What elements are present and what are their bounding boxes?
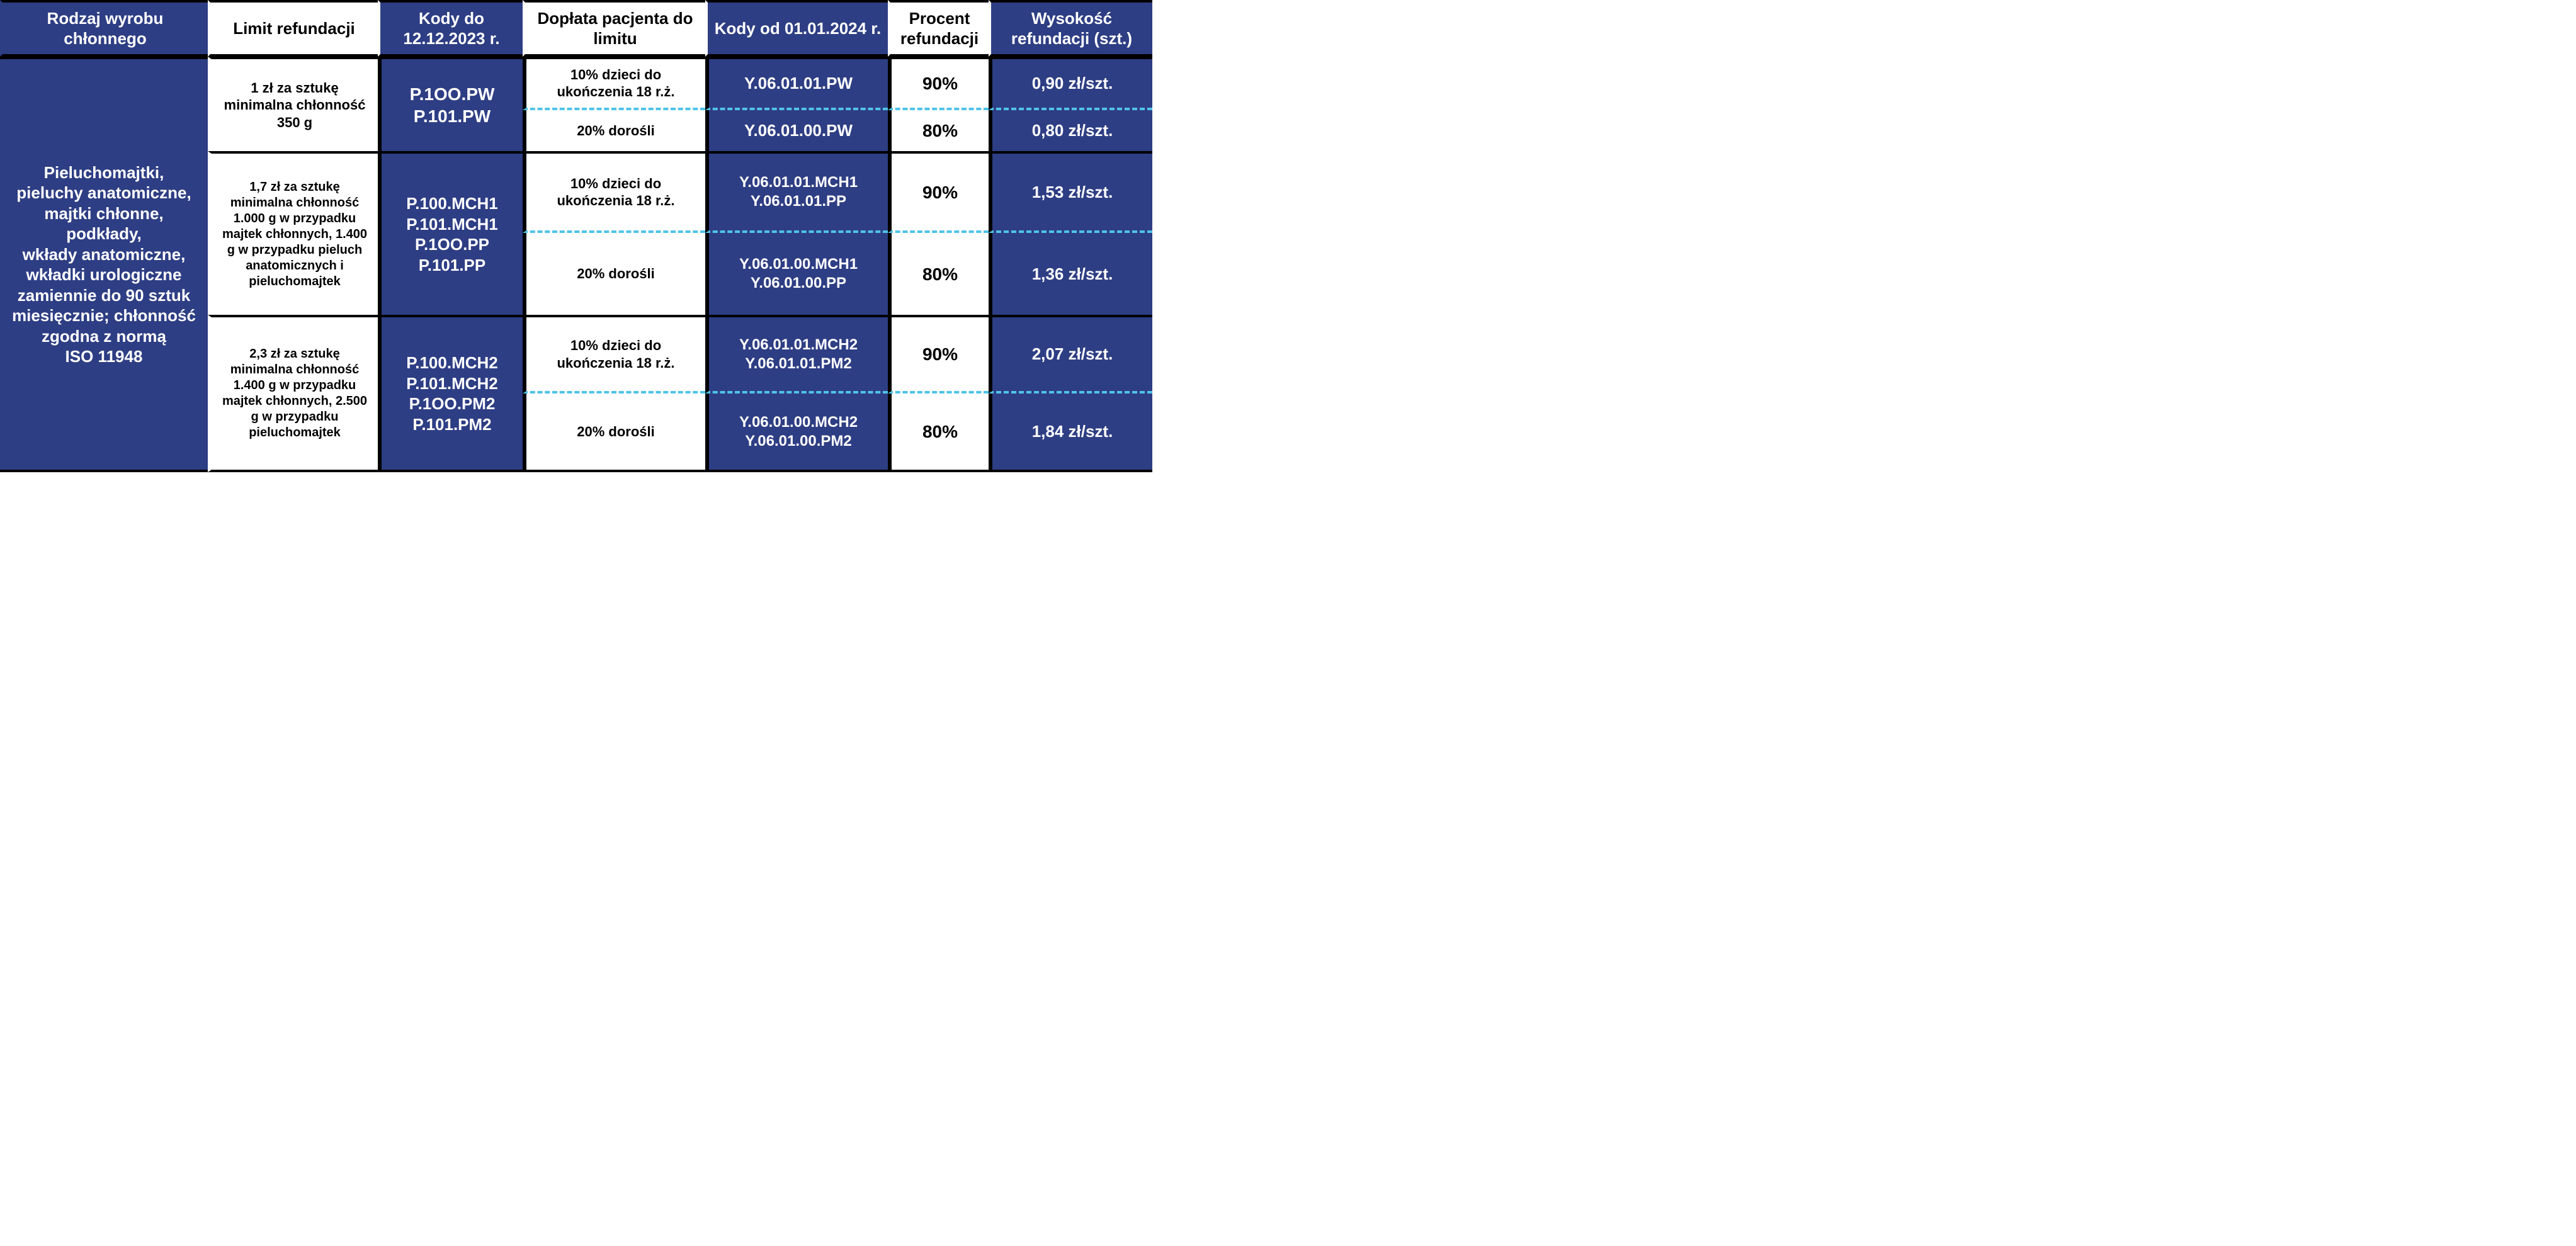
amount-1-1: 1,36 zł/szt. — [989, 233, 1152, 315]
codes-new-0-0: Y.06.01.01.PW — [705, 57, 888, 110]
amount-2-0: 2,07 zł/szt. — [989, 315, 1152, 394]
percent-0-0: 90% — [888, 57, 989, 110]
codes-new-1-1: Y.06.01.00.MCH1 Y.06.01.00.PP — [705, 233, 888, 315]
amount-0-0: 0,90 zł/szt. — [989, 57, 1152, 110]
percent-1-0: 90% — [888, 151, 989, 233]
limit-0: 1 zł za sztukę minimalna chłonność 350 g — [208, 57, 378, 151]
codes-old-0: P.1OO.PW P.101.PW — [378, 57, 523, 151]
codes-old-1: P.100.MCH1 P.101.MCH1 P.1OO.PP P.101.PP — [378, 151, 523, 315]
codes-new-2-1: Y.06.01.00.MCH2 Y.06.01.00.PM2 — [705, 394, 888, 472]
copay-1-0: 10% dzieci do ukończenia 18 r.ż. — [523, 151, 705, 233]
percent-0-1: 80% — [888, 110, 989, 152]
reimbursement-table: Rodzaj wyrobu chłonnego Limit refundacji… — [0, 0, 1152, 472]
header-codes-new: Kody od 01.01.2024 r. — [705, 0, 888, 57]
header-amount: Wysokość refundacji (szt.) — [989, 0, 1152, 57]
copay-2-1: 20% dorośli — [523, 394, 705, 472]
header-codes-old: Kody do 12.12.2023 r. — [378, 0, 523, 57]
amount-0-1: 0,80 zł/szt. — [989, 110, 1152, 152]
header-limit: Limit refundacji — [208, 0, 378, 57]
percent-2-0: 90% — [888, 315, 989, 394]
copay-0-1: 20% dorośli — [523, 110, 705, 152]
codes-new-1-0: Y.06.01.01.MCH1 Y.06.01.01.PP — [705, 151, 888, 233]
amount-1-0: 1,53 zł/szt. — [989, 151, 1152, 233]
codes-new-0-1: Y.06.01.00.PW — [705, 110, 888, 152]
copay-1-1: 20% dorośli — [523, 233, 705, 315]
limit-1: 1,7 zł za sztukę minimalna chłonność 1.0… — [208, 151, 378, 315]
copay-2-0: 10% dzieci do ukończenia 18 r.ż. — [523, 315, 705, 394]
header-copay: Dopłata pacjenta do limitu — [523, 0, 705, 57]
product-type-cell: Pieluchomajtki, pieluchy anatomiczne, ma… — [0, 57, 208, 472]
header-percent: Procent refundacji — [888, 0, 989, 57]
amount-2-1: 1,84 zł/szt. — [989, 394, 1152, 472]
header-product-type: Rodzaj wyrobu chłonnego — [0, 0, 208, 57]
codes-old-2: P.100.MCH2 P.101.MCH2 P.1OO.PM2 P.101.PM… — [378, 315, 523, 472]
codes-new-2-0: Y.06.01.01.MCH2 Y.06.01.01.PM2 — [705, 315, 888, 394]
percent-1-1: 80% — [888, 233, 989, 315]
copay-0-0: 10% dzieci do ukończenia 18 r.ż. — [523, 57, 705, 110]
percent-2-1: 80% — [888, 394, 989, 472]
limit-2: 2,3 zł za sztukę minimalna chłonność 1.4… — [208, 315, 378, 472]
